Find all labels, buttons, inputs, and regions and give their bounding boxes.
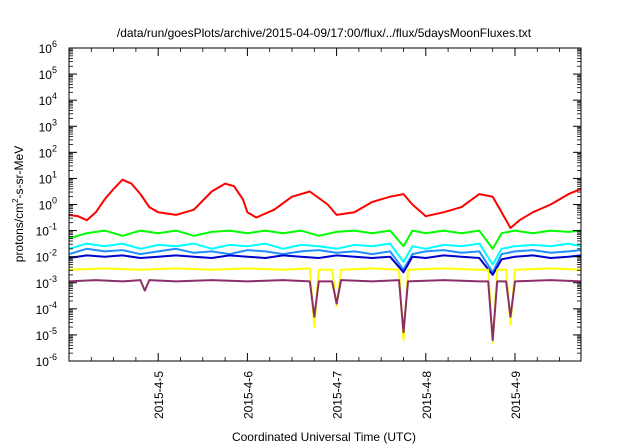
plot-frame bbox=[68, 47, 582, 362]
chart-title: /data/run/goesPlots/archive/2015-04-09/1… bbox=[117, 26, 532, 40]
y-tick-label: 10-1 bbox=[36, 222, 57, 239]
y-axis-label-rest: -s-sr-MeV bbox=[12, 146, 26, 199]
x-tick-label: 2015-4-8 bbox=[420, 371, 434, 419]
series-line-3 bbox=[68, 242, 582, 266]
x-tick-label: 2015-4-9 bbox=[509, 371, 523, 419]
y-tick-label: 100 bbox=[39, 196, 57, 213]
y-tick-label: 10-4 bbox=[36, 300, 57, 317]
series-line-7 bbox=[68, 279, 582, 342]
y-axis-label-superscript: 2 bbox=[11, 198, 20, 203]
y-tick-label: 103 bbox=[39, 117, 57, 134]
axis-ticks bbox=[69, 47, 581, 362]
y-tick-label: 10-3 bbox=[36, 274, 57, 291]
series-line-1 bbox=[68, 178, 582, 229]
series-group bbox=[68, 178, 582, 344]
y-tick-label: 105 bbox=[39, 65, 57, 82]
x-tick-label: 2015-4-6 bbox=[241, 371, 255, 419]
y-tick-label: 106 bbox=[39, 39, 57, 56]
x-tick-label: 2015-4-7 bbox=[331, 371, 345, 419]
y-tick-label: 102 bbox=[39, 143, 57, 160]
y-tick-label: 101 bbox=[39, 169, 57, 186]
x-tick-labels: 2015-4-5 2015-4-6 2015-4-7 2015-4-8 2015-4-9 bbox=[152, 371, 523, 419]
y-tick-label: 104 bbox=[39, 91, 57, 108]
y-tick-label: 10-6 bbox=[36, 352, 57, 369]
y-tick-label: 10-5 bbox=[36, 326, 57, 343]
series-line-4 bbox=[68, 247, 582, 274]
y-axis-label: protons/cm2-s-sr-MeV bbox=[11, 146, 26, 262]
series-line-5 bbox=[68, 254, 582, 276]
y-axis-label-main: protons/cm bbox=[12, 203, 26, 262]
series-line-2 bbox=[68, 229, 582, 250]
x-tick-label: 2015-4-5 bbox=[152, 371, 166, 419]
y-tick-label: 10-2 bbox=[36, 248, 57, 265]
series-line-6 bbox=[68, 267, 582, 344]
y-tick-labels: 10-6 10-5 10-4 10-3 10-2 10-1 100 101 102 103 104 1… bbox=[36, 39, 57, 369]
x-axis-label: Coordinated Universal Time (UTC) bbox=[232, 430, 416, 444]
